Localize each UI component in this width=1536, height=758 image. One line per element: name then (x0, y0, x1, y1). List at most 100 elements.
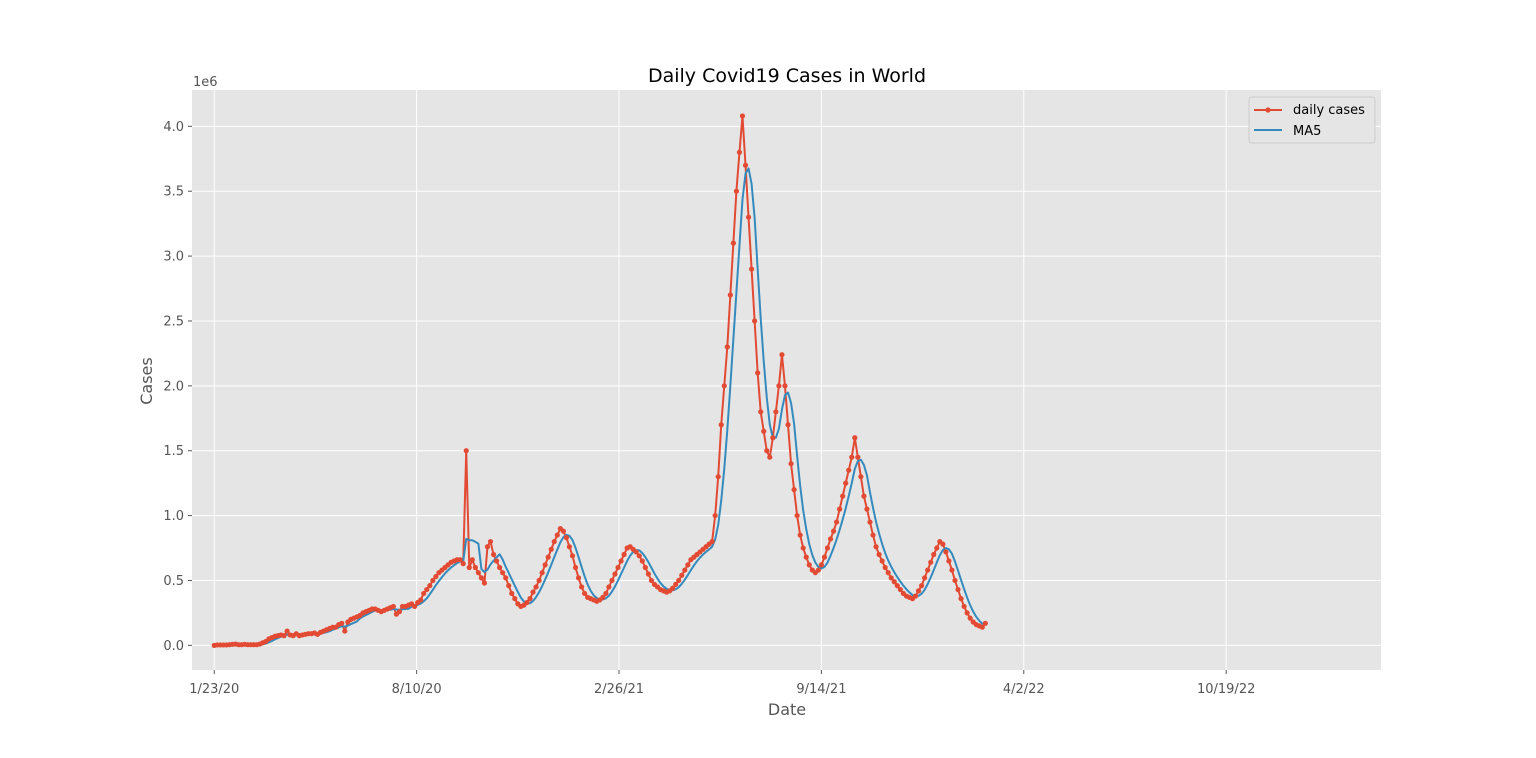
daily-cases-point (281, 633, 287, 639)
daily-cases-point (782, 383, 788, 389)
daily-cases-point (858, 474, 864, 480)
daily-cases-point (600, 594, 606, 600)
daily-cases-point (894, 583, 900, 589)
daily-cases-point (673, 581, 679, 587)
daily-cases-point (770, 435, 776, 441)
daily-cases-point (542, 562, 548, 568)
daily-cases-point (481, 580, 488, 586)
daily-cases-point (645, 571, 651, 577)
daily-cases-point (888, 575, 894, 581)
daily-cases-point (870, 532, 876, 538)
x-tick-label: 10/19/22 (1197, 682, 1255, 697)
daily-cases-point (879, 558, 885, 564)
daily-cases-point (861, 493, 867, 499)
daily-cases-point (642, 564, 648, 571)
daily-cases-point (955, 586, 961, 593)
daily-cases-point (964, 610, 970, 616)
daily-cases-point (967, 615, 973, 621)
daily-cases-point (670, 585, 676, 591)
daily-cases-point (484, 544, 491, 550)
daily-cases-point (536, 577, 542, 584)
daily-cases-point (603, 590, 609, 597)
daily-cases-point (554, 532, 560, 538)
daily-cases-point (633, 549, 639, 555)
daily-cases-point (800, 545, 806, 551)
legend-daily-cases-marker (1265, 107, 1271, 113)
daily-cases-point (815, 567, 821, 573)
daily-cases-point (958, 596, 964, 602)
x-axis-label: Date (768, 700, 806, 719)
y-tick-label: 0.5 (163, 574, 184, 589)
daily-cases-point (396, 609, 403, 615)
daily-cases-point (463, 448, 469, 454)
daily-cases-point (606, 584, 612, 590)
daily-cases-point (545, 554, 551, 560)
daily-cases-point (569, 553, 576, 559)
daily-cases-point (430, 577, 436, 584)
x-tick-label: 4/2/22 (1003, 682, 1045, 697)
daily-cases-point (934, 545, 940, 551)
daily-cases-point (733, 188, 740, 194)
daily-cases-point (803, 554, 809, 560)
daily-cases-point (779, 352, 785, 358)
daily-cases-point (882, 564, 888, 571)
daily-cases-point (873, 544, 879, 550)
daily-cases-point (946, 558, 952, 564)
daily-cases-point (609, 577, 615, 584)
chart-title: Daily Covid19 Cases in World (648, 65, 926, 87)
y-tick-label: 2.0 (163, 379, 184, 394)
daily-cases-point (433, 573, 439, 580)
daily-cases-point (982, 620, 988, 626)
daily-cases-point (685, 562, 691, 568)
daily-cases-point (472, 564, 478, 571)
daily-cases-point (830, 528, 837, 534)
daily-cases-point (764, 448, 770, 454)
y-axis-label: Cases (137, 357, 156, 405)
daily-cases-point (943, 549, 949, 555)
series-layer (211, 113, 988, 648)
daily-cases-point (524, 599, 530, 606)
daily-cases-point (342, 628, 348, 634)
y-tick-label: 0.0 (163, 639, 184, 654)
daily-cases-point (618, 558, 624, 564)
daily-cases-point (466, 564, 472, 571)
daily-cases-point (761, 428, 767, 434)
grid-layer (192, 90, 1381, 670)
daily-cases-point (922, 575, 928, 581)
daily-cases-point (745, 214, 752, 220)
axis-layer: 0.0 0.5 1.0 1.5 2.0 2.5 3.0 3.5 4.0 1/23/20 8/10/2… (163, 120, 1255, 697)
daily-cases-point (636, 553, 642, 559)
daily-cases-point (852, 435, 858, 441)
daily-cases-point (797, 532, 803, 538)
daily-cases-point (767, 454, 773, 460)
daily-cases-point (639, 558, 645, 564)
y-offset-label: 1e6 (193, 75, 218, 90)
daily-cases-point (739, 113, 746, 119)
daily-cases-point (427, 583, 433, 589)
daily-cases-point (730, 240, 736, 246)
daily-cases-point (818, 562, 825, 568)
daily-cases-point (876, 551, 882, 558)
daily-cases-point (715, 474, 721, 480)
daily-cases-point (512, 596, 518, 602)
daily-cases-point (457, 557, 463, 563)
daily-cases-point (791, 487, 797, 493)
daily-cases-point (748, 266, 755, 272)
daily-cases-point (849, 454, 855, 460)
daily-cases-point (648, 577, 655, 584)
daily-cases-point (676, 577, 682, 584)
daily-cases-point (721, 383, 727, 389)
daily-cases-point (752, 318, 758, 324)
daily-cases-point (712, 512, 718, 519)
legend: daily cases MA5 (1248, 96, 1376, 144)
plot-area (192, 90, 1381, 670)
daily-cases-point (560, 528, 566, 534)
daily-cases-point (418, 597, 424, 603)
daily-cases-point (758, 409, 764, 415)
daily-cases-point (493, 558, 500, 564)
daily-cases-point (284, 628, 290, 634)
daily-cases-point (915, 588, 922, 594)
daily-cases-point (500, 570, 506, 576)
daily-cases-point (412, 603, 418, 610)
daily-cases-point (682, 567, 688, 573)
